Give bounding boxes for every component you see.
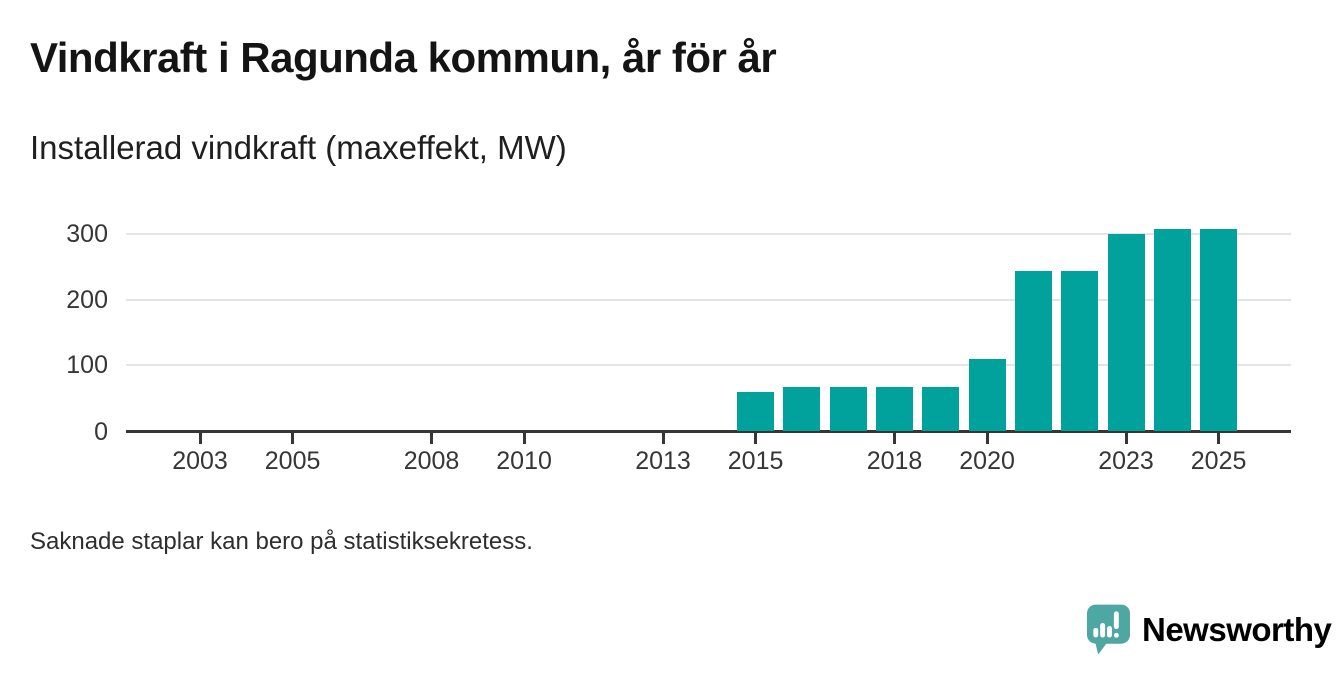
- x-tick-label-2013: 2013: [635, 447, 691, 475]
- x-axis-line: [126, 430, 1291, 433]
- y-tick-label-100: 100: [66, 351, 108, 380]
- x-tick-2018: [893, 433, 896, 444]
- x-tick-label-2020: 2020: [959, 447, 1015, 475]
- bar-2018: [876, 387, 913, 431]
- x-tick-2025: [1217, 433, 1221, 444]
- y-tick-label-300: 300: [66, 219, 108, 248]
- x-tick-2013: [661, 433, 665, 444]
- bar-2022: [1061, 271, 1099, 431]
- gridline-300: [126, 232, 1291, 235]
- x-tick-label-2015: 2015: [727, 447, 784, 475]
- chart-subtitle: Installerad vindkraft (maxeffekt, MW): [30, 129, 567, 166]
- bar-2025: [1200, 228, 1238, 431]
- x-tick-2023: [1124, 433, 1128, 444]
- bar-2024: [1153, 228, 1191, 431]
- x-tick-label-2023: 2023: [1098, 447, 1154, 475]
- x-tick-2010: [522, 433, 526, 444]
- newsworthy-speech-bubble-chart-icon: [1086, 604, 1131, 655]
- bar-2017: [829, 387, 867, 431]
- x-tick-label-2018: 2018: [866, 447, 923, 475]
- bar-2021: [1014, 271, 1052, 431]
- bar-2016: [783, 387, 821, 431]
- chart-footnote: Saknade staplar kan bero på statistiksek…: [30, 528, 533, 555]
- y-tick-label-0: 0: [94, 418, 108, 446]
- x-tick-label-2010: 2010: [496, 447, 552, 475]
- bar-2015: [737, 391, 775, 431]
- newsworthy-logo: Newsworthy: [1086, 604, 1332, 656]
- x-tick-label-2005: 2005: [264, 447, 321, 475]
- gridline-100: [126, 364, 1291, 367]
- x-tick-label-2008: 2008: [403, 447, 460, 475]
- x-tick-2005: [291, 433, 295, 444]
- gridline-200: [126, 298, 1291, 301]
- x-tick-2015: [754, 433, 758, 444]
- x-tick-2003: [198, 433, 202, 444]
- page-title: Vindkraft i Ragunda kommun, år för år: [30, 34, 777, 81]
- x-tick-label-2025: 2025: [1190, 447, 1247, 475]
- bar-2019: [922, 387, 960, 431]
- x-tick-label-2003: 2003: [172, 447, 228, 475]
- bar-2023: [1107, 233, 1145, 431]
- bar-2020: [968, 358, 1006, 431]
- x-tick-2008: [430, 433, 433, 444]
- x-tick-2020: [985, 433, 989, 444]
- y-tick-label-200: 200: [66, 285, 108, 314]
- newsworthy-logo-text: Newsworthy: [1142, 611, 1332, 648]
